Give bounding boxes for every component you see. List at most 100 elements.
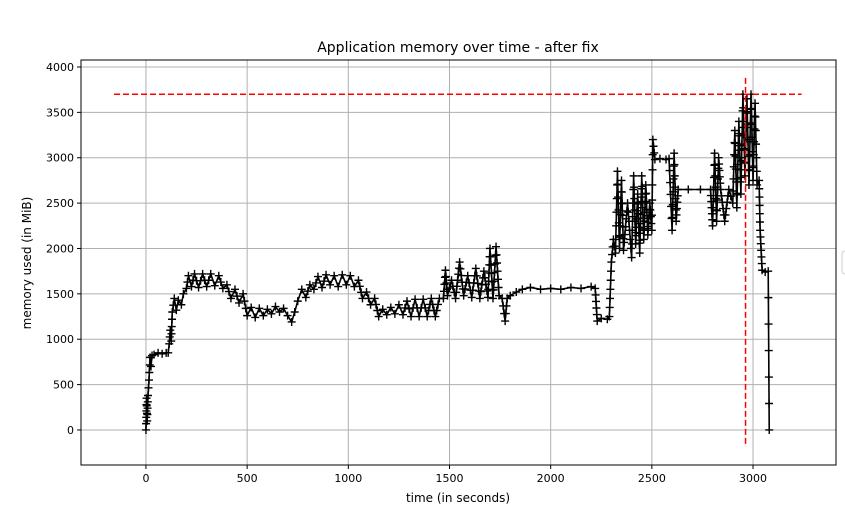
- y-tick-label: 1000: [46, 333, 74, 346]
- data-point-marker: [167, 322, 176, 331]
- data-point-marker: [755, 176, 764, 185]
- data-point-marker: [744, 180, 753, 189]
- data-point-marker: [187, 282, 196, 291]
- data-point-marker: [716, 179, 725, 188]
- data-point-marker: [650, 148, 659, 157]
- data-point-marker: [457, 271, 466, 280]
- data-point-marker: [279, 304, 288, 313]
- data-point-marker: [239, 289, 248, 298]
- data-point-marker: [313, 272, 322, 281]
- data-point-marker: [612, 194, 621, 203]
- data-point-marker: [480, 273, 489, 282]
- data-point-marker: [747, 104, 756, 113]
- data-point-marker: [177, 300, 186, 309]
- data-point-marker: [624, 208, 633, 217]
- data-point-marker: [750, 124, 759, 133]
- data-point-marker: [309, 285, 318, 294]
- data-point-marker: [607, 267, 616, 276]
- data-point-marker: [145, 360, 154, 369]
- data-point-marker: [746, 120, 755, 129]
- data-point-marker: [747, 118, 756, 127]
- data-point-marker: [617, 176, 626, 185]
- data-point-marker: [536, 285, 545, 294]
- data-point-marker: [320, 277, 329, 286]
- data-point-marker: [684, 185, 693, 194]
- x-tick-label: 2500: [638, 472, 666, 485]
- data-point-marker: [235, 298, 244, 307]
- data-point-marker: [423, 312, 432, 321]
- data-point-marker: [673, 191, 682, 200]
- data-point-marker: [614, 205, 623, 214]
- data-point-marker: [671, 183, 680, 192]
- data-point-marker: [493, 258, 502, 267]
- data-point-marker: [696, 185, 705, 194]
- data-point-marker: [489, 285, 498, 294]
- data-point-marker: [174, 296, 183, 305]
- y-tick-label: 2000: [46, 242, 74, 255]
- data-point-marker: [608, 250, 617, 259]
- data-point-marker: [398, 310, 407, 319]
- data-point-marker: [737, 140, 746, 149]
- data-point-marker: [647, 226, 656, 235]
- data-point-marker: [415, 312, 424, 321]
- data-point-marker: [711, 194, 720, 203]
- data-point-marker: [613, 167, 622, 176]
- data-point-marker: [486, 252, 495, 261]
- data-point-marker: [518, 285, 527, 294]
- data-point-marker: [751, 112, 760, 121]
- data-point-marker: [724, 185, 733, 194]
- data-point-marker: [411, 295, 420, 304]
- data-point-marker: [648, 165, 657, 174]
- data-point-marker: [722, 204, 731, 213]
- data-point-marker: [669, 187, 678, 196]
- data-point-marker: [611, 249, 620, 258]
- data-point-marker: [190, 269, 199, 278]
- data-point-marker: [765, 399, 774, 408]
- data-point-marker: [749, 163, 758, 172]
- data-point-marker: [755, 209, 764, 218]
- y-tick-label: 3500: [46, 106, 74, 119]
- plot-frame: [80, 59, 837, 466]
- data-point-marker: [167, 329, 176, 338]
- data-point-marker: [512, 288, 521, 297]
- data-point-marker: [293, 297, 302, 306]
- data-point-marker: [241, 304, 250, 313]
- data-point-marker: [206, 269, 215, 278]
- data-point-marker: [216, 278, 225, 287]
- data-point-marker: [743, 109, 752, 118]
- data-point-marker: [224, 287, 233, 296]
- data-point-marker: [736, 165, 745, 174]
- data-point-marker: [751, 126, 760, 135]
- data-point-marker: [629, 183, 638, 192]
- data-point-marker: [636, 236, 645, 245]
- data-point-marker: [618, 211, 627, 220]
- data-point-marker: [648, 180, 657, 189]
- data-point-marker: [287, 317, 296, 326]
- data-point-marker: [492, 250, 501, 259]
- data-point-marker: [640, 226, 649, 235]
- data-point-marker: [764, 267, 773, 276]
- data-point-marker: [755, 218, 764, 227]
- x-tick-label: 0: [142, 472, 149, 485]
- data-point-marker: [670, 171, 679, 180]
- data-point-marker: [757, 259, 766, 268]
- data-point-marker: [642, 197, 651, 206]
- data-point-marker: [461, 285, 470, 294]
- y-tick-label: 500: [53, 379, 74, 392]
- data-point-marker: [764, 373, 773, 382]
- data-point-marker: [230, 285, 239, 294]
- x-tick-label: 1000: [334, 472, 362, 485]
- data-point-marker: [501, 317, 510, 326]
- data-point-marker: [627, 239, 636, 248]
- data-point-marker: [506, 291, 515, 300]
- data-point-marker: [501, 309, 510, 318]
- data-point-marker: [736, 190, 745, 199]
- data-point-marker: [605, 312, 614, 321]
- data-point-marker: [712, 206, 721, 215]
- data-point-marker: [620, 238, 629, 247]
- data-point-marker: [592, 310, 601, 319]
- data-point-marker: [731, 165, 740, 174]
- data-point-marker: [485, 244, 494, 253]
- data-point-marker: [597, 314, 606, 323]
